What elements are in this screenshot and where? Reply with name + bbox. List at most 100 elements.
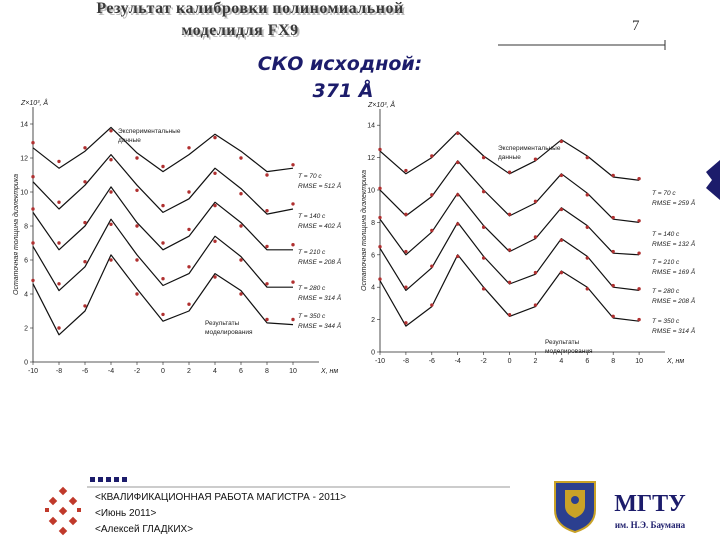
- footer-line: <Алексей ГЛАДКИХ>: [95, 524, 193, 535]
- y-tick-label: 14: [20, 122, 28, 129]
- data-dot: [559, 139, 564, 144]
- data-dot: [533, 157, 538, 161]
- x-axis-title: X, нм: [320, 368, 338, 375]
- heading-line: СКО исходной:: [258, 53, 423, 75]
- x-tick-label: -2: [481, 358, 487, 365]
- x-tick-label: -10: [28, 368, 38, 375]
- data-dot: [135, 224, 139, 228]
- run-rmse: RMSE = 259 Å: [652, 198, 695, 207]
- model-line: [32, 254, 294, 336]
- chart-background: [357, 108, 669, 370]
- data-dot: [265, 209, 269, 213]
- data-dot: [57, 326, 61, 330]
- y-tick-label: 6: [24, 258, 28, 265]
- note-experimental: Экспериментальные: [498, 145, 561, 152]
- data-dot: [559, 238, 564, 242]
- data-dot: [637, 287, 641, 291]
- x-tick-label: 4: [213, 368, 217, 375]
- data-dot: [611, 173, 615, 178]
- data-dot: [213, 203, 217, 208]
- data-dot: [57, 159, 61, 164]
- data-dot: [456, 222, 460, 226]
- data-dot: [378, 245, 382, 249]
- data-dot: [213, 171, 217, 175]
- data-dot: [404, 212, 408, 216]
- data-dot: [57, 241, 61, 245]
- data-dot: [533, 199, 538, 204]
- data-dot: [456, 254, 460, 259]
- chart-background: [10, 98, 342, 380]
- data-dot: [559, 173, 564, 178]
- data-dot: [611, 215, 615, 220]
- data-dot: [291, 280, 295, 284]
- data-dot: [135, 156, 139, 160]
- model-line: [32, 154, 294, 215]
- university-crest: [554, 481, 596, 534]
- data-dot: [481, 256, 486, 260]
- data-dot: [109, 222, 113, 226]
- title-line: Результат калибровки полиномиальной: [96, 0, 403, 17]
- data-dot: [456, 131, 460, 135]
- data-dot: [187, 190, 191, 194]
- data-dot: [507, 313, 512, 317]
- data-dot: [378, 277, 382, 281]
- data-dot: [559, 270, 564, 275]
- note-experimental: данные: [118, 137, 141, 144]
- data-dot: [109, 190, 113, 194]
- page-number: 7: [632, 18, 640, 34]
- x-tick-label: 2: [187, 368, 191, 375]
- run-rmse: RMSE = 208 Å: [298, 257, 341, 266]
- data-dot: [31, 241, 35, 245]
- x-tick-label: 6: [239, 368, 243, 375]
- x-tick-label: 0: [161, 368, 165, 375]
- data-dot: [456, 160, 460, 165]
- data-dot: [404, 168, 408, 173]
- data-dot: [430, 264, 434, 268]
- note-model: моделирования: [545, 348, 593, 355]
- x-tick-label: -10: [375, 358, 385, 365]
- run-time: T = 350 c: [298, 313, 326, 320]
- run-rmse: RMSE = 344 Å: [298, 321, 341, 330]
- data-dot: [109, 158, 113, 162]
- y-tick-label: 0: [24, 360, 28, 367]
- x-tick-label: 8: [611, 358, 615, 365]
- data-dot: [378, 186, 382, 191]
- data-dot: [533, 303, 538, 307]
- y-tick-label: 8: [24, 224, 28, 231]
- data-dot: [31, 278, 35, 283]
- data-dot: [378, 147, 382, 152]
- note-model: моделирования: [205, 329, 253, 336]
- data-dot: [31, 175, 35, 179]
- run-rmse: RMSE = 402 Å: [298, 221, 341, 230]
- logo-title: МГТУ: [614, 491, 686, 517]
- data-dot: [637, 251, 641, 255]
- data-dot: [291, 317, 295, 322]
- note-experimental: Экспериментальные: [118, 128, 181, 135]
- y-tick-label: 14: [367, 123, 375, 130]
- data-dot: [161, 203, 165, 208]
- data-dot: [83, 260, 87, 264]
- data-dot: [57, 282, 61, 286]
- data-dot: [456, 193, 460, 197]
- data-dot: [187, 146, 191, 150]
- y-tick-label: 12: [367, 155, 375, 162]
- data-dot: [83, 220, 87, 225]
- y-axis-title: Z×10³, Å: [367, 100, 395, 109]
- data-dot: [239, 258, 243, 262]
- data-dot: [611, 283, 615, 288]
- data-dot: [404, 249, 408, 254]
- data-dot: [533, 270, 538, 275]
- data-dot: [559, 207, 564, 212]
- data-dot: [430, 154, 434, 158]
- y-tick-label: 4: [24, 292, 28, 299]
- data-dot: [637, 219, 641, 223]
- data-dot: [239, 292, 243, 296]
- chart-panel: 0 2 4 6 8 10 12 14 -10 -8 -6 -4 -2 0 2 4 6 8 10 Z×10³, Å X, …: [10, 98, 342, 380]
- data-dot: [187, 227, 191, 232]
- x-tick-label: -6: [82, 368, 88, 375]
- model-line: [32, 126, 294, 173]
- data-dot: [585, 256, 589, 260]
- model-line: [32, 186, 293, 251]
- data-dot: [611, 314, 615, 319]
